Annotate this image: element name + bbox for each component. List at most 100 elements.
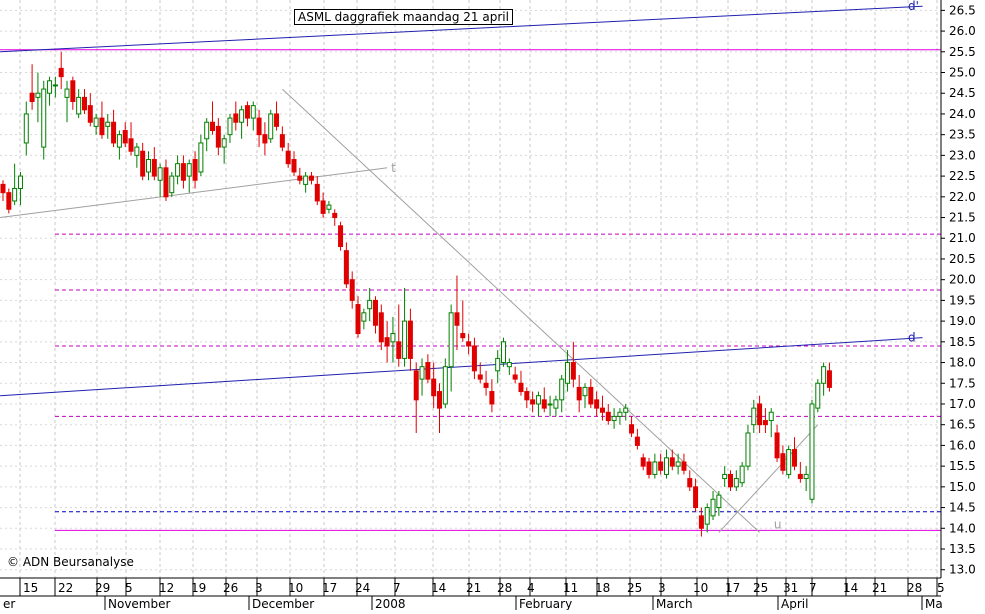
candle-body [588, 386, 594, 405]
trendline [0, 337, 923, 397]
candle-body [524, 391, 530, 401]
x-day-label: 28 [907, 581, 922, 595]
candle-body [122, 130, 128, 144]
candle-body [466, 341, 472, 347]
candle-body [762, 420, 768, 426]
y-tick-label: 18.0 [949, 356, 976, 370]
y-tick-label: 25.5 [949, 45, 976, 59]
trendline [0, 5, 923, 53]
candle-body [326, 204, 332, 210]
candle-body [76, 96, 82, 115]
candle-body [512, 374, 518, 380]
candle-body [698, 515, 704, 529]
candle-body [617, 411, 623, 417]
candle-body [768, 411, 774, 422]
candle-body [774, 432, 780, 459]
candle-body [640, 457, 646, 467]
candle-body [163, 167, 169, 198]
candle-body [308, 175, 314, 181]
candle-body [582, 386, 588, 397]
x-day-label: 3 [658, 581, 666, 595]
candle-body [518, 382, 524, 393]
candle-body [442, 366, 448, 405]
x-day-label: 19 [191, 581, 206, 595]
y-tick-label: 19.5 [949, 293, 976, 307]
candle-body [93, 117, 99, 127]
x-day-label: 21 [872, 581, 887, 595]
y-tick-label: 24.0 [949, 107, 976, 121]
candle-body [704, 507, 710, 525]
trendline [0, 167, 388, 219]
candle-body [64, 88, 70, 98]
x-axis-background [0, 578, 985, 610]
candle-body [530, 399, 536, 405]
candle-body [227, 117, 233, 136]
candle-body [594, 399, 600, 409]
candle-body [192, 159, 198, 181]
candle-body [17, 175, 23, 190]
candle-body [111, 121, 117, 144]
candle-body [786, 449, 792, 475]
x-day-label: 26 [223, 581, 238, 595]
candle-body [751, 407, 757, 426]
candle-body [407, 320, 413, 359]
y-tick-label: 20.0 [949, 273, 976, 287]
candle-body [320, 200, 326, 214]
candle-body [821, 366, 827, 384]
candle-body [81, 96, 87, 111]
x-day-label: 12 [159, 581, 174, 595]
plot-background [0, 0, 941, 578]
x-month-label: er [3, 597, 15, 610]
candle-body [634, 436, 640, 446]
candle-body [722, 473, 728, 480]
x-day-label: 29 [95, 581, 110, 595]
candle-body [361, 312, 367, 322]
candle-body [425, 362, 431, 380]
candle-body [349, 279, 355, 301]
candle-body [739, 465, 745, 484]
candle-body [314, 183, 320, 202]
candle-body [792, 449, 798, 467]
candle-body [250, 105, 256, 119]
x-day-label: 17 [322, 581, 337, 595]
candle-body [169, 175, 175, 194]
chart-credit: © ADN Beursanalyse [7, 555, 134, 569]
candle-body [396, 341, 402, 359]
x-day-label: 24 [355, 581, 370, 595]
y-tick-label: 16.5 [949, 418, 976, 432]
candle-body [355, 304, 361, 335]
candle-body [809, 403, 815, 500]
candle-body [797, 473, 803, 480]
y-tick-label: 14.0 [949, 521, 976, 535]
trendline [282, 88, 760, 533]
candle-body [146, 159, 151, 173]
candle-body [547, 403, 553, 406]
candle-body [629, 424, 635, 434]
candle-body [338, 225, 344, 248]
candle-body [99, 117, 105, 136]
x-day-label: 15 [23, 581, 38, 595]
candle-body [244, 105, 250, 119]
candle-body [58, 67, 64, 78]
x-day-label: 31 [783, 581, 798, 595]
x-month-label: November [108, 597, 170, 610]
candle-body [716, 494, 722, 509]
x-day-label: 14 [431, 581, 446, 595]
candle-body [70, 80, 76, 103]
x-month-label: 2008 [375, 597, 406, 610]
x-day-label: 14 [843, 581, 858, 595]
candle-body [128, 138, 134, 152]
candle-body [780, 453, 786, 471]
x-day-label: 4 [527, 581, 535, 595]
candle-body [23, 113, 29, 144]
candle-body [646, 461, 652, 475]
candle-body [448, 312, 454, 368]
candle-body [140, 150, 146, 177]
candle-body [541, 399, 547, 409]
candle-body [256, 117, 262, 136]
y-tick-label: 17.0 [949, 397, 976, 411]
candle-body [262, 134, 268, 144]
candle-body [151, 159, 157, 177]
y-tick-label: 18.5 [949, 335, 976, 349]
candle-body [501, 341, 507, 364]
